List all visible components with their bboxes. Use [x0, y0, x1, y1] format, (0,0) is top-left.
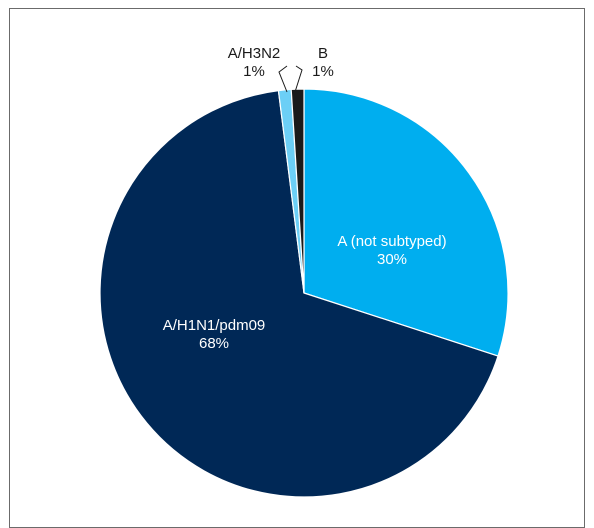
slice-label-a-not-subtyped: A (not subtyped): [337, 233, 446, 250]
slice-percent-b: 1%: [312, 63, 334, 80]
slice-a-not-subtyped: [303, 88, 509, 357]
slice-a-h1n1-pdm09: [99, 89, 499, 498]
leader-line-a-h3n2: [278, 65, 288, 93]
slice-label-b: B: [318, 45, 328, 62]
leader-line-b: [294, 65, 303, 93]
slice-percent-a-h3n2: 1%: [243, 63, 265, 80]
slice-percent-a-not-subtyped: 30%: [377, 251, 407, 268]
pie-slices: [99, 88, 509, 498]
slice-label-a-h1n1-pdm09: A/H1N1/pdm09: [163, 317, 266, 334]
slice-b: [290, 88, 305, 294]
leader-lines: [278, 65, 303, 93]
slice-percent-a-h1n1-pdm09: 68%: [199, 335, 229, 352]
slice-label-a-h3n2: A/H3N2: [228, 45, 281, 62]
